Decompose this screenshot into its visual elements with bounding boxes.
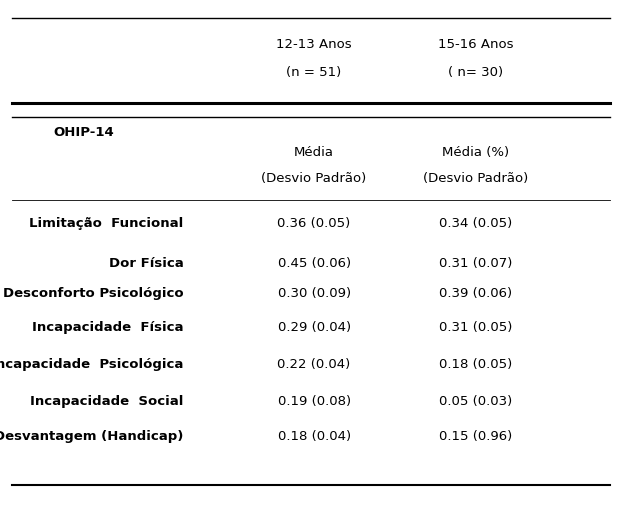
Text: 0.18 (0.04): 0.18 (0.04) [277,430,351,443]
Text: 0.15 (0.96): 0.15 (0.96) [439,430,513,443]
Text: 12-13 Anos: 12-13 Anos [276,38,352,51]
Text: 0.36 (0.05): 0.36 (0.05) [277,217,351,230]
Text: Incapacidade  Psicológica: Incapacidade Psicológica [0,358,183,371]
Text: Desconforto Psicológico: Desconforto Psicológico [3,287,183,300]
Text: Média (%): Média (%) [442,147,509,159]
Text: Desvantagem (Handicap): Desvantagem (Handicap) [0,430,183,443]
Text: (Desvio Padrão): (Desvio Padrão) [423,172,529,184]
Text: Dor Física: Dor Física [109,257,183,270]
Text: 0.31 (0.05): 0.31 (0.05) [439,321,513,334]
Text: 0.34 (0.05): 0.34 (0.05) [439,217,513,230]
Text: Incapacidade  Social: Incapacidade Social [30,395,183,408]
Text: 0.19 (0.08): 0.19 (0.08) [277,395,351,408]
Text: OHIP-14: OHIP-14 [53,126,114,139]
Text: 0.29 (0.04): 0.29 (0.04) [277,321,351,334]
Text: 0.30 (0.09): 0.30 (0.09) [277,287,351,300]
Text: Média: Média [294,147,334,159]
Text: Limitação  Funcional: Limitação Funcional [29,217,183,230]
Text: 0.18 (0.05): 0.18 (0.05) [439,358,513,371]
Text: 0.31 (0.07): 0.31 (0.07) [439,257,513,270]
Text: (n = 51): (n = 51) [287,66,341,79]
Text: 0.45 (0.06): 0.45 (0.06) [277,257,351,270]
Text: Incapacidade  Física: Incapacidade Física [32,321,183,334]
Text: 0.22 (0.04): 0.22 (0.04) [277,358,351,371]
Text: 15-16 Anos: 15-16 Anos [438,38,514,51]
Text: 0.05 (0.03): 0.05 (0.03) [439,395,513,408]
Text: 0.39 (0.06): 0.39 (0.06) [439,287,513,300]
Text: ( n= 30): ( n= 30) [448,66,503,79]
Text: (Desvio Padrão): (Desvio Padrão) [261,172,367,184]
